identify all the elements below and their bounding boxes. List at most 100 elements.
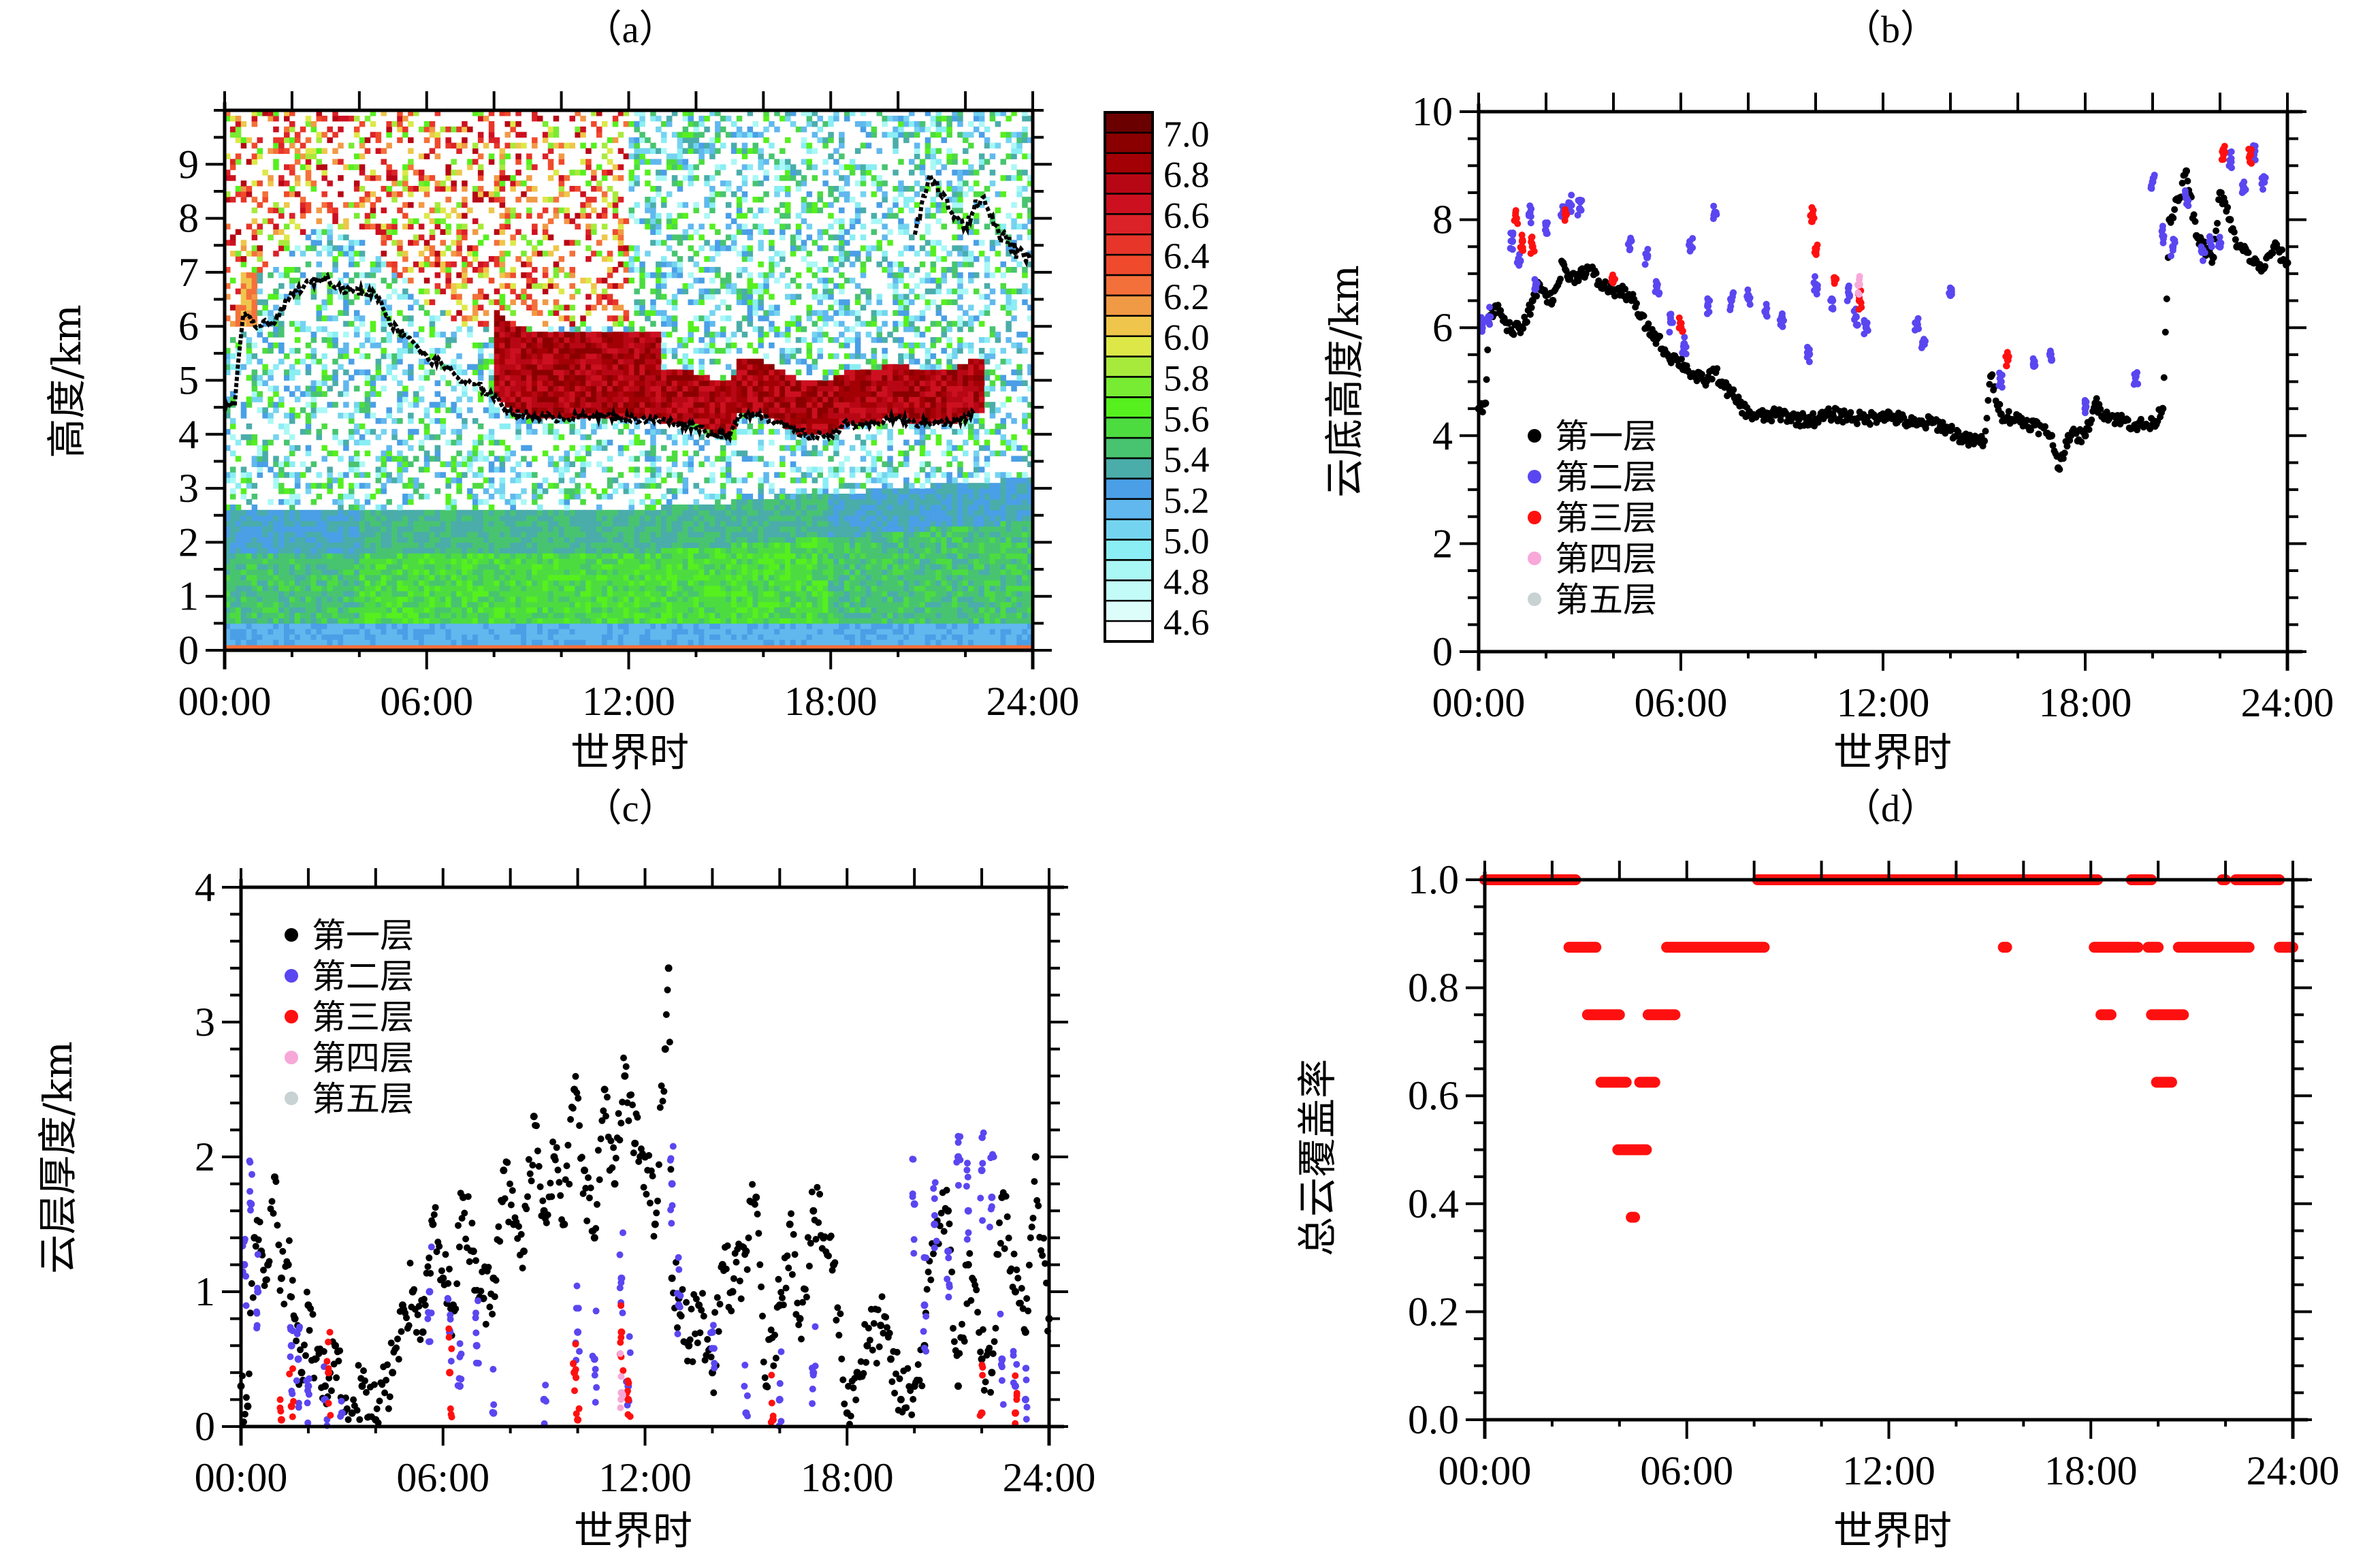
heatmap-cell bbox=[585, 628, 592, 635]
heatmap-cell bbox=[472, 628, 479, 635]
heatmap-cell bbox=[650, 564, 656, 570]
heatmap-cell bbox=[547, 385, 554, 392]
heatmap-cell bbox=[386, 364, 392, 370]
heatmap-cell bbox=[585, 310, 592, 316]
heatmap-cell bbox=[661, 391, 667, 397]
heatmap-cell bbox=[246, 472, 253, 478]
heatmap-cell bbox=[413, 607, 419, 614]
heatmap-cell bbox=[564, 364, 570, 370]
heatmap-cell bbox=[467, 520, 473, 527]
heatmap-cell bbox=[467, 553, 473, 559]
heatmap-cell bbox=[477, 434, 484, 441]
heatmap-cell bbox=[585, 347, 592, 354]
heatmap-cell bbox=[229, 634, 236, 640]
heatmap-cell bbox=[327, 639, 333, 646]
heatmap-cell bbox=[240, 413, 247, 419]
heatmap-cell bbox=[569, 380, 575, 386]
heatmap-cell bbox=[645, 579, 651, 586]
heatmap-cell bbox=[499, 645, 506, 651]
heatmap-cell bbox=[596, 369, 602, 376]
heatmap-cell bbox=[601, 553, 608, 559]
heatmap-cell bbox=[526, 385, 532, 392]
heatmap-cell bbox=[257, 607, 263, 614]
heatmap-cell bbox=[321, 337, 327, 343]
heatmap-cell bbox=[553, 337, 560, 343]
heatmap-cell bbox=[273, 343, 279, 349]
heatmap-cell bbox=[451, 575, 457, 581]
heatmap-cell bbox=[273, 267, 279, 273]
heatmap-cell bbox=[408, 148, 414, 154]
heatmap-cell bbox=[526, 240, 532, 246]
heatmap-cell bbox=[623, 531, 630, 537]
heatmap-cell bbox=[542, 607, 549, 614]
heatmap-cell bbox=[601, 277, 608, 284]
heatmap-cell bbox=[564, 542, 570, 548]
heatmap-cell bbox=[273, 202, 279, 208]
heatmap-cell bbox=[327, 472, 333, 478]
heatmap-cell bbox=[397, 396, 403, 402]
heatmap-cell bbox=[284, 537, 290, 543]
heatmap-cell bbox=[494, 531, 500, 537]
heatmap-cell bbox=[671, 537, 678, 543]
heatmap-cell bbox=[639, 272, 645, 278]
heatmap-cell bbox=[445, 337, 451, 343]
heatmap-cell bbox=[305, 423, 312, 430]
heatmap-cell bbox=[402, 542, 408, 548]
heatmap-cell bbox=[289, 579, 295, 586]
heatmap-cell bbox=[402, 396, 408, 402]
heatmap-cell bbox=[413, 509, 419, 516]
heatmap-cell bbox=[634, 628, 640, 635]
heatmap-cell bbox=[402, 515, 408, 522]
heatmap-cell bbox=[483, 142, 489, 149]
heatmap-cell bbox=[289, 607, 295, 614]
heatmap-cell bbox=[343, 402, 349, 408]
heatmap-cell bbox=[483, 272, 489, 278]
heatmap-cell bbox=[445, 575, 451, 581]
heatmap-cell bbox=[477, 423, 484, 430]
heatmap-cell bbox=[542, 223, 549, 229]
heatmap-cell bbox=[650, 428, 656, 435]
heatmap-cell bbox=[408, 596, 414, 603]
heatmap-cell bbox=[305, 645, 312, 651]
heatmap-cell bbox=[601, 407, 608, 413]
heatmap-cell bbox=[569, 218, 575, 225]
heatmap-cell bbox=[408, 483, 414, 489]
heatmap-cell bbox=[494, 315, 500, 321]
heatmap-cell bbox=[634, 537, 640, 543]
heatmap-cell bbox=[617, 472, 624, 478]
heatmap-cell bbox=[305, 520, 312, 527]
heatmap-cell bbox=[532, 396, 538, 402]
heatmap-cell bbox=[677, 402, 684, 408]
heatmap-cell bbox=[235, 509, 242, 516]
heatmap-cell bbox=[467, 207, 473, 214]
heatmap-cell bbox=[408, 364, 414, 370]
heatmap-cell bbox=[639, 304, 645, 311]
heatmap-cell bbox=[666, 585, 673, 592]
heatmap-cell bbox=[671, 131, 678, 138]
heatmap-cell bbox=[515, 623, 521, 629]
heatmap-cell bbox=[521, 180, 527, 187]
heatmap-cell bbox=[521, 385, 527, 392]
heatmap-cell bbox=[235, 634, 242, 640]
heatmap-cell bbox=[408, 110, 414, 116]
heatmap-cell bbox=[671, 504, 678, 511]
heatmap-cell bbox=[273, 304, 279, 311]
heatmap-cell bbox=[526, 343, 532, 349]
heatmap-cell bbox=[510, 396, 516, 402]
heatmap-cell bbox=[623, 526, 630, 532]
heatmap-cell bbox=[515, 553, 521, 559]
heatmap-cell bbox=[650, 380, 656, 386]
heatmap-cell bbox=[628, 321, 634, 327]
heatmap-cell bbox=[504, 364, 511, 370]
heatmap-cell bbox=[628, 639, 634, 646]
heatmap-cell bbox=[467, 585, 473, 592]
heatmap-cell bbox=[526, 196, 532, 203]
heatmap-cell bbox=[310, 396, 317, 402]
heatmap-cell bbox=[488, 153, 495, 159]
heatmap-cell bbox=[397, 531, 403, 537]
heatmap-cell bbox=[451, 569, 457, 575]
heatmap-cell bbox=[240, 407, 247, 413]
heatmap-cell bbox=[634, 553, 640, 559]
heatmap-cell bbox=[532, 277, 538, 284]
heatmap-cell bbox=[364, 196, 371, 203]
